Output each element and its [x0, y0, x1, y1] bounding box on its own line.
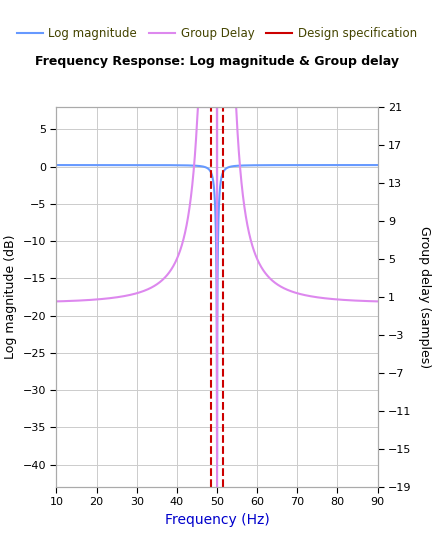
Group Delay	[214, 484, 220, 490]
Log magnitude	[177, 162, 182, 169]
Text: Frequency Response: Log magnitude & Group delay: Frequency Response: Log magnitude & Grou…	[35, 55, 399, 68]
Log magnitude	[318, 162, 323, 169]
Group Delay	[318, 295, 323, 301]
Log magnitude	[247, 162, 252, 169]
Group Delay	[293, 290, 299, 296]
X-axis label: Frequency (Hz): Frequency (Hz)	[164, 513, 270, 527]
Y-axis label: Group delay (samples): Group delay (samples)	[418, 226, 431, 368]
Group Delay	[195, 104, 201, 110]
Group Delay	[375, 298, 380, 304]
Line: Log magnitude: Log magnitude	[56, 165, 378, 460]
Log magnitude	[263, 162, 268, 169]
Y-axis label: Log magnitude (dB): Log magnitude (dB)	[4, 235, 17, 359]
Log magnitude	[375, 162, 380, 169]
Group Delay	[54, 298, 59, 304]
Log magnitude	[293, 162, 299, 169]
Legend: Log magnitude, Group Delay, Design specification: Log magnitude, Group Delay, Design speci…	[12, 22, 422, 44]
Group Delay	[177, 250, 182, 256]
Group Delay	[263, 270, 268, 277]
Log magnitude	[214, 456, 220, 463]
Group Delay	[112, 294, 117, 301]
Line: Group Delay: Group Delay	[56, 107, 378, 487]
Group Delay	[247, 231, 252, 237]
Log magnitude	[54, 162, 59, 169]
Log magnitude	[112, 162, 117, 169]
